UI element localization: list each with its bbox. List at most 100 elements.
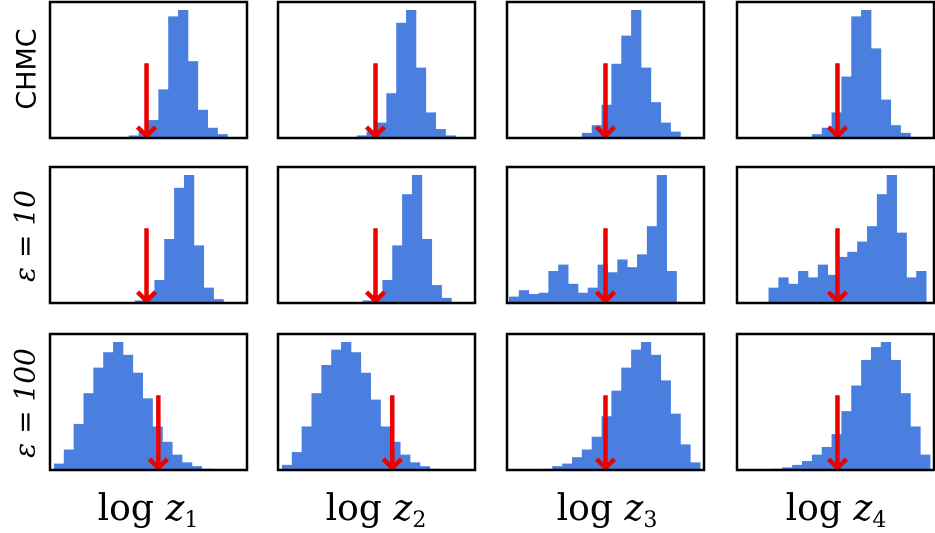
histogram-bar (627, 267, 638, 303)
histogram-bar (548, 271, 559, 303)
histogram-bar (382, 279, 393, 303)
histogram-bar (690, 462, 701, 470)
true-value-arrow (135, 63, 158, 140)
panel-frame (735, 332, 935, 472)
histogram-bar (181, 462, 193, 470)
histogram-bar (508, 296, 520, 303)
histogram-bar (660, 380, 671, 470)
histogram-bar (861, 10, 872, 138)
true-value-arrow (826, 63, 849, 140)
histogram-bar (920, 454, 931, 470)
true-value-arrow (594, 395, 617, 472)
histogram-bar (880, 342, 892, 470)
panel-r2-c0 (48, 332, 249, 472)
panel-frame (505, 332, 706, 472)
histogram-bar (861, 359, 872, 470)
histogram-bar (558, 264, 569, 303)
histogram-bar (360, 372, 371, 470)
histogram-bar (631, 10, 642, 138)
histogram-bar (350, 352, 362, 470)
histogram-bar (435, 129, 446, 138)
row-labels: CHMC ε = 10 ε = 100 (9, 28, 43, 458)
histogram-bar (811, 134, 823, 138)
histogram-bar (607, 272, 618, 303)
histogram-bar (621, 367, 632, 470)
histogram-bar (611, 390, 622, 470)
histogram-bar (656, 175, 667, 303)
row-label-eps-10: ε = 10 (9, 190, 42, 282)
histogram-bar (415, 67, 427, 138)
panel-frame (505, 0, 706, 140)
histogram-bar (419, 466, 431, 470)
histogram-bar (577, 292, 589, 303)
histogram-bar (321, 365, 332, 470)
panel-frame (276, 0, 477, 140)
panel-r2-c1 (276, 332, 477, 472)
histogram-bar (778, 277, 789, 303)
panel-frame (735, 0, 935, 140)
histogram-bar (191, 466, 203, 470)
col-label-log-z3: log z3 (557, 488, 658, 533)
histogram-bar (768, 287, 779, 303)
panel-r1-c2 (505, 165, 706, 305)
true-value-arrow (594, 63, 617, 140)
histogram-bar (154, 279, 165, 303)
panel-frame (276, 165, 477, 305)
histogram-bar (670, 413, 681, 470)
histogram-bar (680, 444, 691, 470)
panel-r2-c2 (505, 332, 706, 472)
histogram-bar (617, 259, 628, 303)
histogram-bar (876, 194, 888, 303)
histogram-bar (631, 349, 642, 470)
histogram-bar (562, 463, 573, 470)
panel-frame (48, 165, 249, 305)
histogram-bar (386, 93, 397, 138)
histogram-bar (572, 457, 583, 470)
col-label-log-z2: log z2 (326, 488, 427, 533)
histogram-bar (213, 299, 224, 303)
panel-frame (505, 165, 706, 305)
histogram-bar (821, 446, 832, 470)
histogram-bar (857, 241, 868, 303)
histogram-bar (851, 16, 862, 138)
panel-r0-c3 (735, 0, 935, 140)
histogram-bar (362, 300, 373, 303)
histogram-bar (402, 194, 413, 303)
histogram-bar (827, 274, 838, 303)
histogram-bar (207, 127, 218, 138)
panel-frame (48, 332, 249, 472)
histogram-bar (431, 285, 442, 303)
histogram-bar (168, 16, 179, 138)
histogram-bar (281, 464, 293, 470)
histogram-bar (798, 271, 809, 303)
histogram-bar (568, 283, 579, 303)
true-value-arrow (381, 395, 403, 472)
panel-r1-c3 (735, 165, 935, 305)
col-label-log-z1: log z1 (98, 488, 199, 533)
histogram-bar (788, 283, 799, 303)
histogram-bar (880, 99, 892, 138)
histogram-bar (197, 109, 208, 138)
panel-frame (276, 332, 477, 472)
panel-r0-c1 (276, 0, 477, 140)
histogram-bar (193, 245, 205, 303)
panel-r2-c3 (735, 332, 935, 472)
histogram-bar (291, 452, 303, 470)
histogram-bar (63, 449, 75, 470)
histogram-bar (445, 135, 456, 138)
histogram-bar (128, 135, 140, 138)
histogram-bar (670, 131, 681, 138)
histogram-bar (183, 175, 195, 303)
histogram-bar (400, 454, 411, 470)
histogram-bar (53, 463, 65, 470)
histogram-bar (331, 349, 342, 470)
histogram-bar (164, 239, 175, 303)
histogram-bar (132, 372, 143, 470)
histogram-bar (396, 22, 407, 138)
histogram-bar (900, 132, 911, 138)
panel-r1-c0 (48, 165, 249, 305)
histogram-bar (637, 254, 648, 303)
histogram-bar (93, 367, 104, 470)
histogram-bar (916, 271, 927, 303)
histogram-bar (650, 102, 662, 138)
